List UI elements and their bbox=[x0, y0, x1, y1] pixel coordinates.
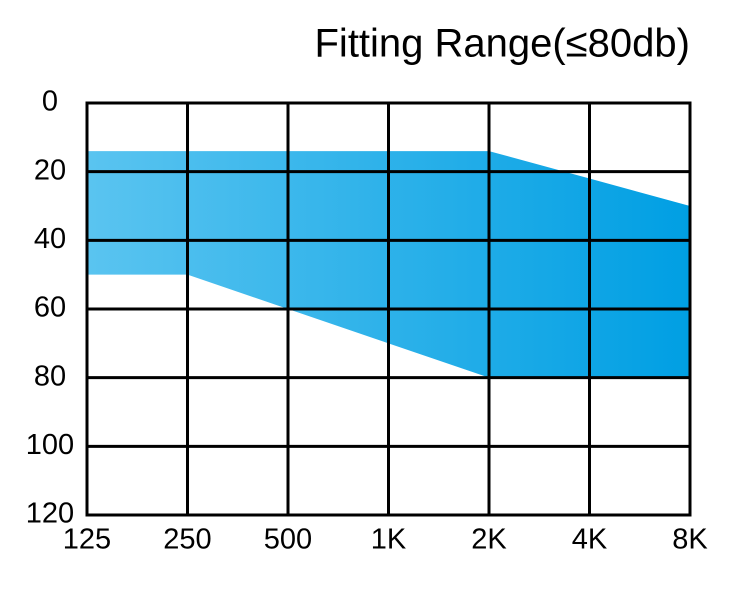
x-tick-label: 1K bbox=[371, 524, 407, 556]
y-tick-label: 120 bbox=[26, 498, 74, 530]
x-tick-label: 125 bbox=[63, 524, 111, 556]
x-tick-label: 4K bbox=[572, 524, 608, 556]
y-tick-label: 100 bbox=[26, 429, 74, 461]
y-tick-label: 60 bbox=[34, 292, 66, 324]
y-tick-label: 0 bbox=[42, 86, 58, 118]
plot-border bbox=[85, 101, 692, 517]
x-tick-label: 250 bbox=[163, 524, 211, 556]
chart-title: Fitting Range(≤80db) bbox=[315, 22, 691, 66]
x-tick-label: 500 bbox=[264, 524, 312, 556]
y-tick-label: 20 bbox=[34, 154, 66, 186]
y-tick-label: 40 bbox=[34, 223, 66, 255]
x-tick-label: 2K bbox=[471, 524, 507, 556]
x-tick-label: 8K bbox=[672, 524, 708, 556]
y-tick-label: 80 bbox=[34, 360, 66, 392]
